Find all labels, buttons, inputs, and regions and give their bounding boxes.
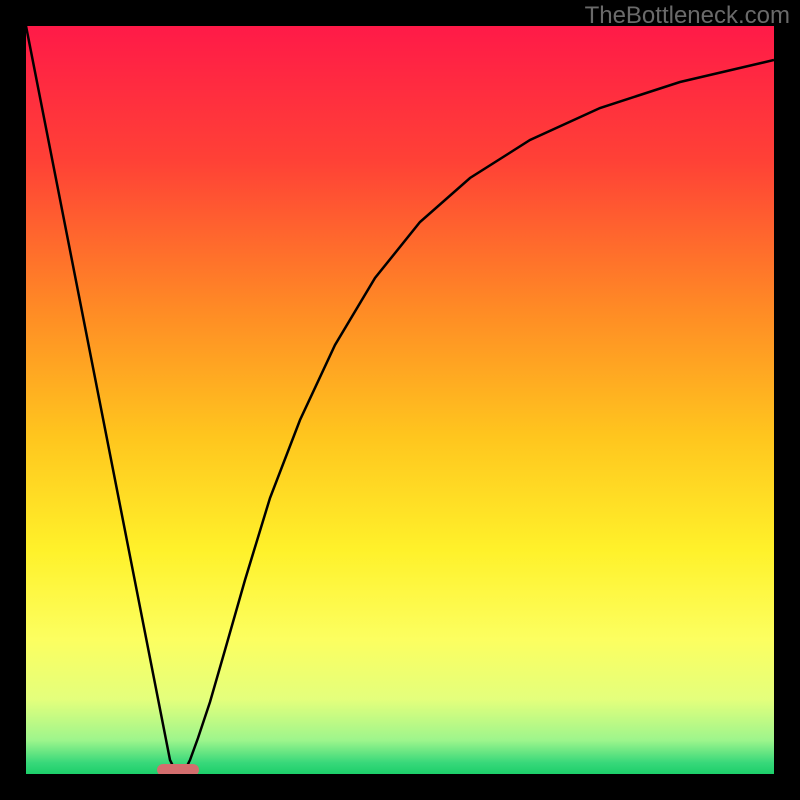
bottleneck-chart: TheBottleneck.com <box>0 0 800 800</box>
chart-svg <box>0 0 800 800</box>
gradient-background <box>26 26 774 774</box>
watermark-text: TheBottleneck.com <box>585 2 790 30</box>
